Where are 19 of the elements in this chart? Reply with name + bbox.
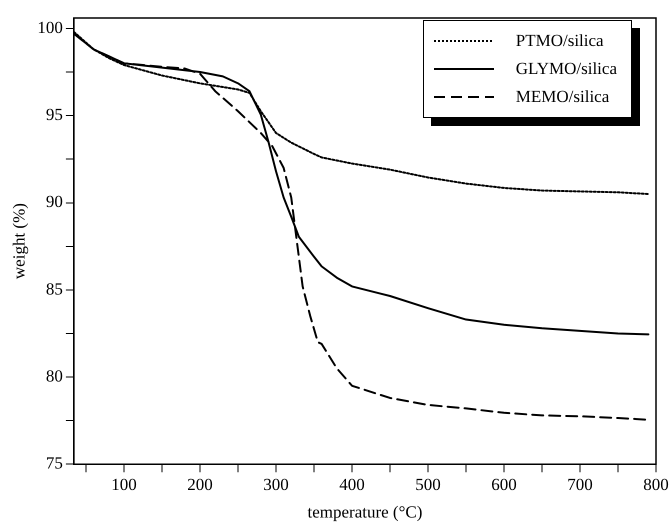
y-tick-label: 95 <box>46 105 63 124</box>
x-tick-label: 200 <box>187 474 213 494</box>
y-tick-label: 90 <box>46 192 63 212</box>
x-tick-label: 500 <box>415 474 441 494</box>
x-tick-label: 300 <box>263 474 289 494</box>
y-tick-label: 100 <box>37 18 63 37</box>
x-tick-label: 700 <box>567 474 593 494</box>
y-tick-label: 75 <box>46 454 63 473</box>
legend-label: MEMO/silica <box>516 87 610 107</box>
y-tick-label: 85 <box>46 279 63 298</box>
x-tick-label: 800 <box>643 474 669 494</box>
y-tick-label: 80 <box>46 366 63 386</box>
y-axis-title: weight (%) <box>10 203 29 280</box>
x-tick-label: 600 <box>491 474 517 494</box>
legend-label: PTMO/silica <box>516 31 604 51</box>
x-tick-label: 400 <box>339 474 365 494</box>
x-tick-label: 100 <box>111 474 137 494</box>
legend-label: GLYMO/silica <box>516 59 617 79</box>
x-axis-title: temperature (°C) <box>308 502 422 522</box>
